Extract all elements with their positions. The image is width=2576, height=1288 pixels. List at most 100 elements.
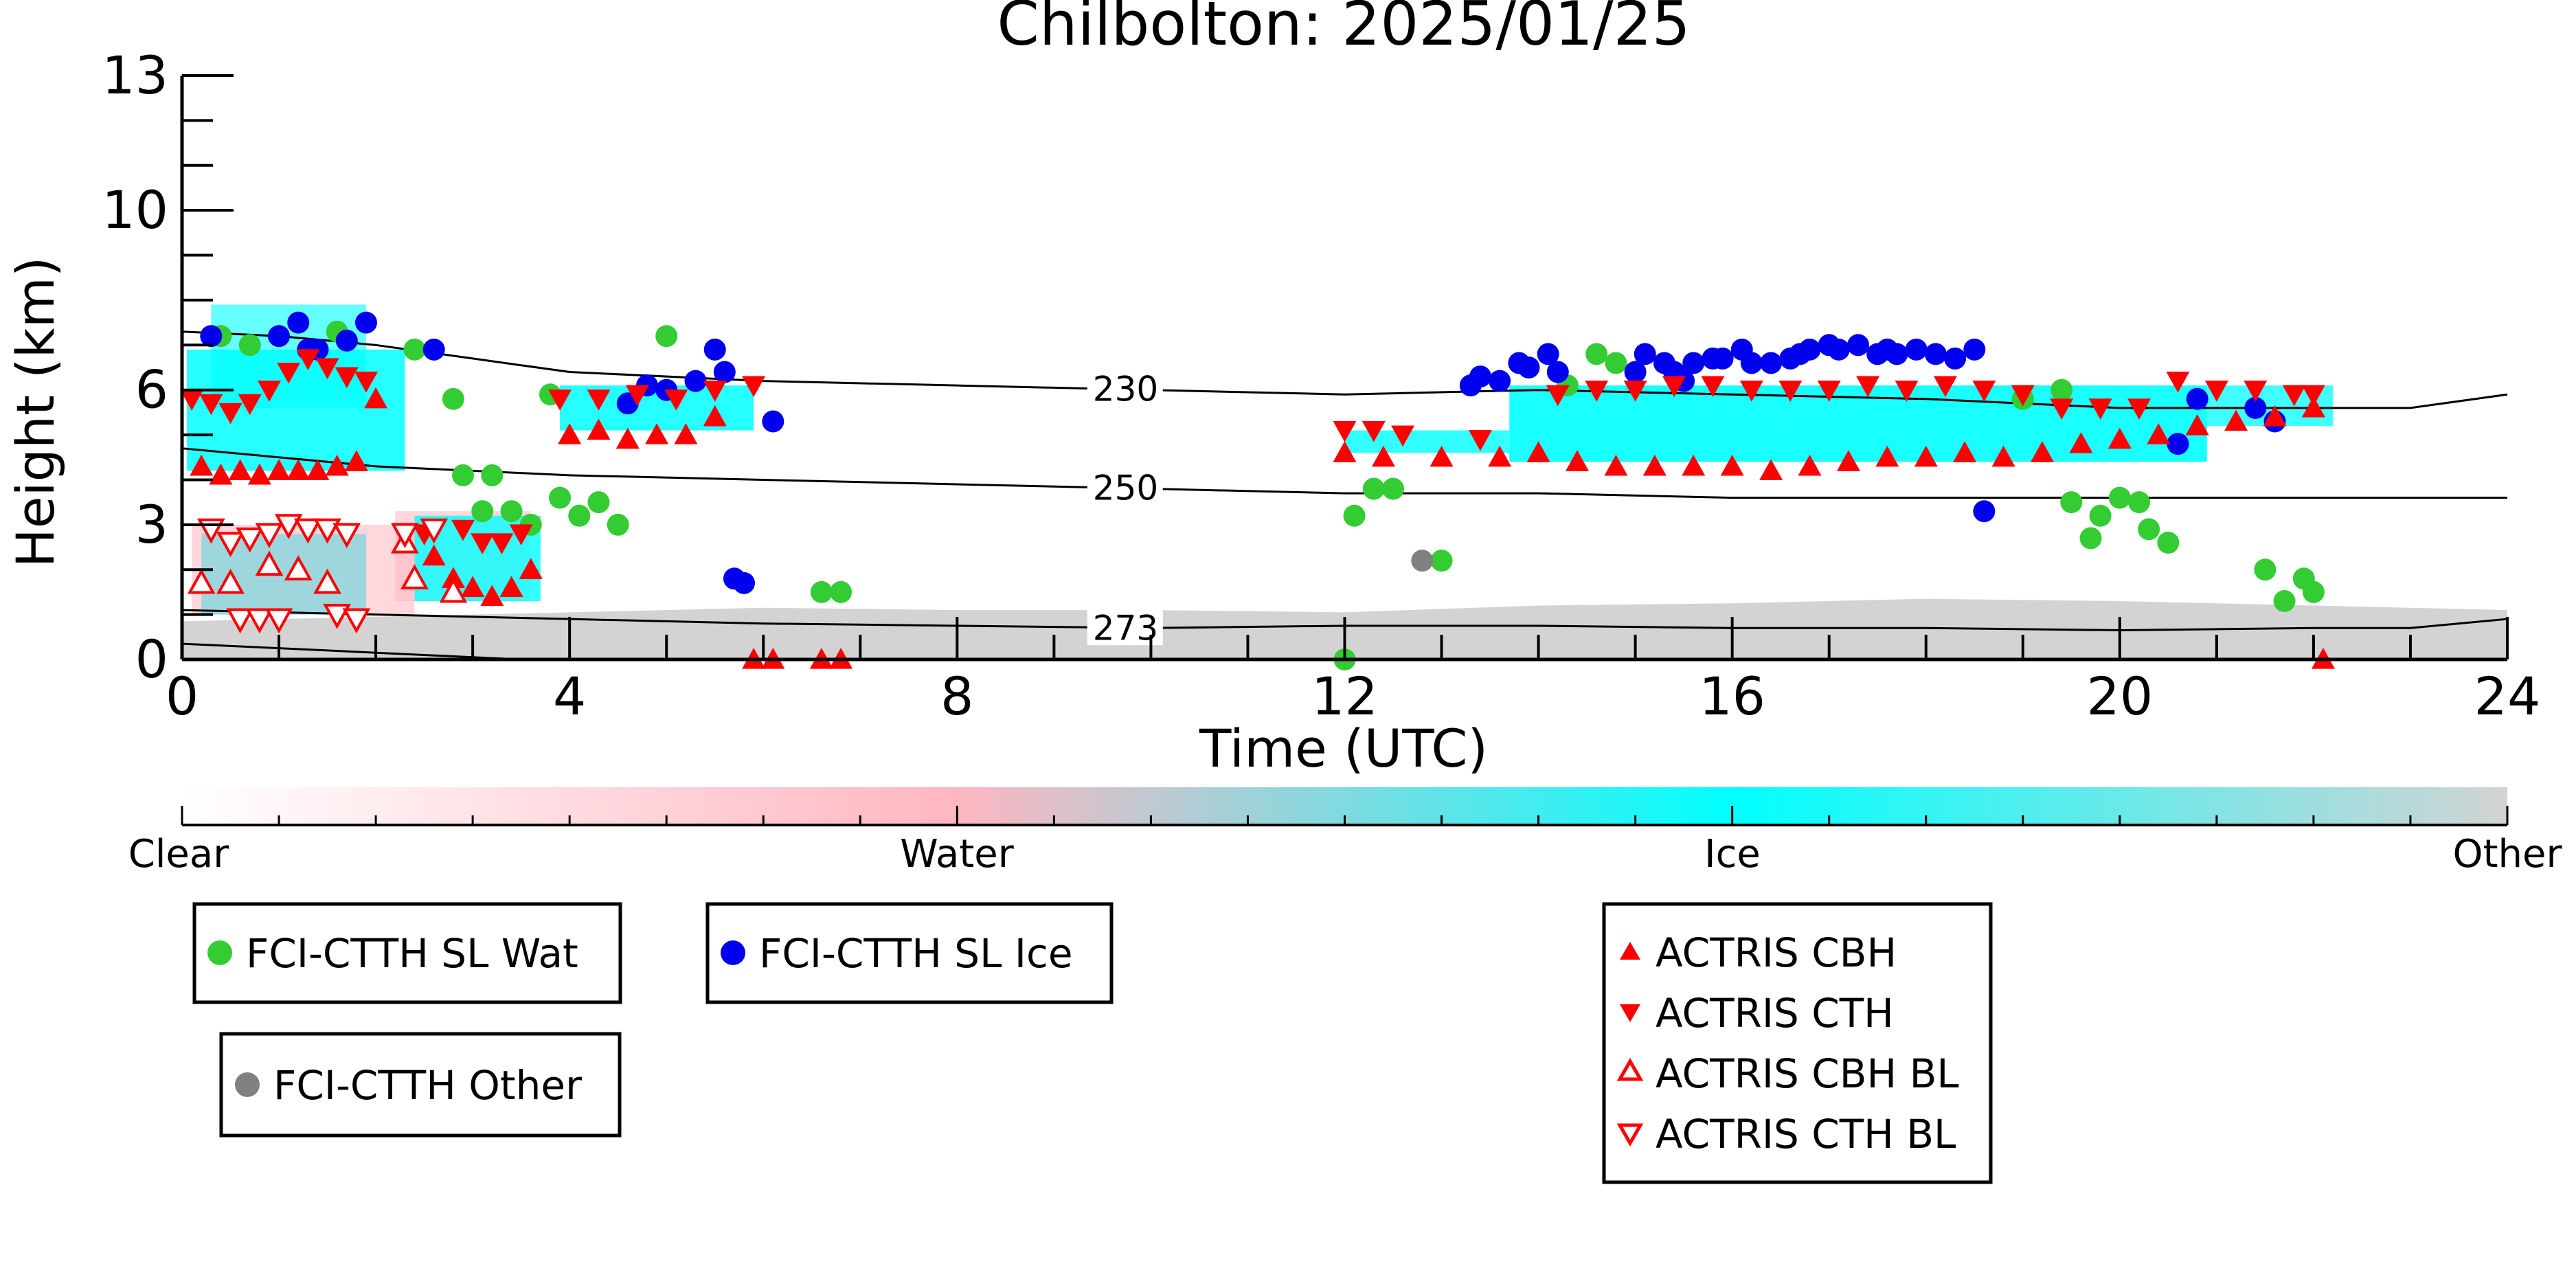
data-point [2166,372,2190,393]
data-point [500,500,523,523]
data-point [1875,445,1899,467]
data-point [587,491,610,514]
data-point [1546,361,1569,383]
data-point [1333,441,1357,462]
data-point [2224,409,2248,431]
data-point [2204,381,2228,402]
data-point [306,459,330,480]
x-tick-label: 4 [553,666,586,727]
legend-marker-cbh-bl [1616,1057,1644,1081]
data-point [1662,376,1686,398]
legend-marker-ice [721,940,745,965]
data-point [1953,441,1977,462]
y-tick-label: 10 [102,179,168,240]
x-axis-label: Time (UTC) [1199,718,1488,779]
data-point [1740,352,1763,374]
data-point [390,523,419,549]
data-point [2089,504,2112,527]
data-point [257,381,281,402]
data-point [713,361,736,383]
data-point [703,381,727,402]
x-tick-label: 16 [1699,666,1765,727]
x-tick-label: 8 [940,666,973,727]
data-point [1798,338,1821,361]
axes: 0 3 6 10 13 0 4 8 12 16 20 24 [102,45,2540,727]
data-point [422,544,446,566]
data-point [1817,381,1841,402]
data-point [2273,590,2296,612]
data-point [1760,352,1783,374]
y-tick-label: 0 [135,629,168,690]
legend-wat: FCI-CTTH SL Wat [192,902,622,1004]
data-point [645,423,669,444]
data-point [255,523,284,549]
data-point [277,362,301,384]
data-point [313,568,341,594]
data-point [1362,477,1385,500]
data-point [287,311,310,334]
data-point [2167,433,2189,455]
data-point [1847,334,1870,357]
data-point [218,403,242,425]
data-point [2186,387,2208,410]
data-point [247,463,271,485]
colorbar-ticks [181,806,2509,825]
data-point [1624,361,1647,383]
data-point [499,576,523,597]
data-series [180,311,2336,670]
legend-marker-wat [207,940,232,965]
data-point [313,518,341,544]
data-point [2244,396,2267,419]
data-point [1605,352,1627,374]
data-point [615,427,640,449]
isotherm-label-bg [1087,469,1163,506]
data-point [1895,381,1919,402]
data-point [200,325,223,348]
data-point [471,500,494,523]
data-point [354,372,378,393]
data-point [400,564,429,589]
data-point [422,338,445,361]
data-point [1827,338,1850,361]
data-point [664,389,688,411]
legend-label-cth-bl: ACTRIS CTH BL [1656,1111,1956,1157]
data-point [2301,385,2325,407]
data-point [762,410,784,433]
data-point [238,334,261,357]
data-point [228,459,252,480]
data-point [1711,347,1734,370]
data-point [655,325,678,348]
series-fci-ctth-other [1411,550,1434,572]
data-point [2244,381,2268,402]
data-point [325,454,349,476]
data-point [490,533,514,554]
data-point [587,418,611,440]
data-point [236,527,264,553]
data-point [1701,376,1725,398]
data-point [1720,454,1744,476]
data-point [733,572,756,594]
data-point [268,325,291,348]
data-point [1468,430,1492,451]
data-point [2108,427,2132,449]
series-actris-cth [180,349,2325,554]
series-fci-ctth-sl-ice [200,311,2286,594]
data-point [674,423,698,444]
data-point [238,394,262,416]
isotherm-label: 250 [1093,468,1158,508]
data-point [1759,459,1783,480]
data-point [403,338,426,361]
data-point [1362,420,1386,442]
data-point [1526,441,1550,462]
data-point [216,532,245,558]
data-point [1488,445,1512,467]
data-point [1972,381,1996,402]
data-point [315,358,339,379]
legend-marker-other [235,1072,260,1097]
data-point [1411,550,1434,572]
legend-marker-cth-bl [1616,1123,1644,1147]
data-point [1489,370,1511,392]
legend-other: FCI-CTTH Other [219,1032,622,1138]
data-point [1517,357,1540,379]
y-axis-label: Height (km) [5,257,66,568]
